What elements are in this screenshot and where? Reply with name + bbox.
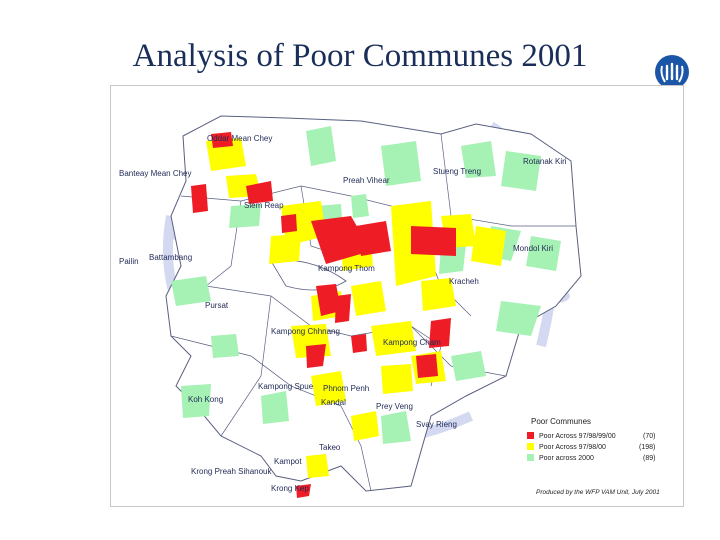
page-title: Analysis of Poor Communes 2001 xyxy=(132,38,588,74)
label-kampong-cham: Kampong Cham xyxy=(383,338,441,347)
label-kampot: Kampot xyxy=(274,457,302,466)
label-mondol-kiri: Mondol Kiri xyxy=(513,244,553,253)
label-kampong-thom: Kampong Thom xyxy=(318,264,375,273)
label-prey-veng: Prey Veng xyxy=(376,402,413,411)
legend-count-1: (70) xyxy=(643,433,655,440)
label-krong-kep: Krong Kep xyxy=(271,484,309,493)
wfp-laurel-logo-icon xyxy=(655,55,689,89)
map-legend: Poor Communes Poor Across 97/98/99/00 (7… xyxy=(527,417,655,462)
label-kampong-speu: Kampong Spue xyxy=(258,382,314,391)
legend-label-3: Poor across 2000 xyxy=(539,455,594,462)
legend-swatch-green xyxy=(527,454,534,461)
poverty-map: Oddar Mean Chey Banteay Mean Chey Preah … xyxy=(110,85,684,507)
legend-swatch-red xyxy=(527,432,534,439)
label-battambang: Battambang xyxy=(149,253,192,262)
label-takeo: Takeo xyxy=(319,443,341,452)
legend-swatch-yellow xyxy=(527,443,534,450)
label-pursat: Pursat xyxy=(205,301,229,310)
label-koh-kong: Koh Kong xyxy=(188,395,223,404)
label-banteay-meanchey: Banteay Mean Chey xyxy=(119,169,192,178)
legend-title: Poor Communes xyxy=(531,417,591,426)
map-credit: Produced by the WFP VAM Unit, July 2001 xyxy=(536,489,660,496)
poor-97-98-99-00-areas xyxy=(191,132,456,498)
label-preah-vihear: Preah Vihear xyxy=(343,176,390,185)
label-pailin: Pailin xyxy=(119,257,139,266)
label-kracheh: Kracheh xyxy=(449,277,479,286)
label-kampong-chhnang: Kampong Chhnang xyxy=(271,327,340,336)
label-oddar-meanchey: Oddar Mean Chey xyxy=(207,134,272,143)
legend-count-3: (89) xyxy=(643,455,655,462)
label-siem-reap: Siem Reap xyxy=(244,201,284,210)
label-svay-rieng: Svay Rieng xyxy=(416,420,457,429)
label-phnom-penh: Phnom Penh xyxy=(323,384,369,393)
legend-label-1: Poor Across 97/98/99/00 xyxy=(539,433,616,440)
label-stueng-treng: Stueng Treng xyxy=(433,167,481,176)
legend-label-2: Poor Across 97/98/00 xyxy=(539,444,606,451)
label-ratanak-kiri: Rotanak Kiri xyxy=(523,157,567,166)
label-kandal: Kandal xyxy=(321,398,346,407)
legend-count-2: (198) xyxy=(639,444,655,451)
label-krong-preah-sihanouk: Krong Preah Sihanouk xyxy=(191,467,273,476)
